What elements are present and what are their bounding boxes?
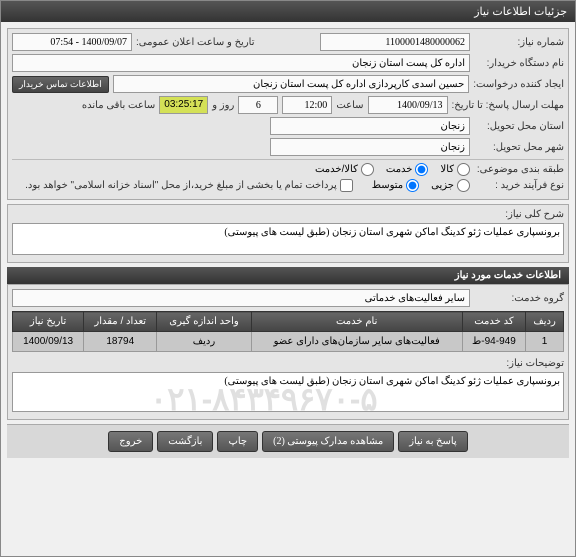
table-header-row: ردیف کد خدمت نام خدمت واحد اندازه گیری ت…	[13, 312, 564, 332]
col-date: تاریخ نیاز	[13, 312, 84, 332]
radio-khedmat[interactable]	[415, 163, 428, 176]
general-desc-label: شرح کلی نیاز:	[474, 209, 564, 220]
category-kala[interactable]: کالا	[440, 163, 470, 176]
cell-date: 1400/09/13	[13, 332, 84, 352]
table-row[interactable]: 1 94-949-ط فعالیت‌های سایر سازمان‌های دا…	[13, 332, 564, 352]
niaz-number-field	[320, 33, 470, 51]
buytype-radio-group: جزیی متوسط	[372, 179, 470, 192]
titlebar: جزئیات اطلاعات نیاز	[1, 1, 575, 22]
notes-textarea[interactable]	[12, 372, 564, 412]
col-code: کد خدمت	[462, 312, 526, 332]
col-unit: واحد اندازه گیری	[157, 312, 251, 332]
info-section: شماره نیاز: تاریخ و ساعت اعلان عمومی: نا…	[7, 28, 569, 200]
cell-row: 1	[526, 332, 564, 352]
buyer-org-field	[12, 54, 470, 72]
action-bar: پاسخ به نیاز مشاهده مدارک پیوستی (2) چاپ…	[7, 424, 569, 458]
payment-note: پرداخت تمام یا بخشی از مبلغ خرید،از محل …	[25, 180, 337, 191]
radio-jozi[interactable]	[457, 179, 470, 192]
category-label: طبقه بندی موضوعی:	[474, 164, 564, 175]
contact-info-button[interactable]: اطلاعات تماس خریدار	[12, 76, 109, 93]
category-khedmat[interactable]: خدمت	[386, 163, 429, 176]
back-button[interactable]: بازگشت	[157, 431, 213, 452]
exit-button[interactable]: خروج	[108, 431, 153, 452]
payment-checkbox-item[interactable]: پرداخت تمام یا بخشی از مبلغ خرید،از محل …	[25, 179, 353, 192]
cell-qty: 18794	[84, 332, 157, 352]
province-field	[270, 117, 470, 135]
window-title: جزئیات اطلاعات نیاز	[474, 5, 567, 18]
announce-label: تاریخ و ساعت اعلان عمومی:	[136, 37, 255, 48]
requester-field	[113, 75, 470, 93]
services-section: گروه خدمت: ردیف کد خدمت نام خدمت واحد ان…	[7, 284, 569, 420]
content-area: شماره نیاز: تاریخ و ساعت اعلان عمومی: نا…	[1, 22, 575, 464]
category-both[interactable]: کالا/خدمت	[315, 163, 374, 176]
deadline-date-field	[368, 96, 448, 114]
main-window: جزئیات اطلاعات نیاز شماره نیاز: تاریخ و …	[0, 0, 576, 557]
buytype-label: نوع فرآیند خرید :	[474, 180, 564, 191]
city-field	[270, 138, 470, 156]
payment-checkbox[interactable]	[340, 179, 353, 192]
services-header: اطلاعات خدمات مورد نیاز	[7, 267, 569, 284]
province-label: استان محل تحویل:	[474, 121, 564, 132]
general-desc-textarea[interactable]	[12, 223, 564, 255]
col-row: ردیف	[526, 312, 564, 332]
notes-label: توضیحات نیاز:	[474, 358, 564, 369]
days-field	[238, 96, 278, 114]
remaining-time: 03:25:17	[159, 96, 208, 114]
radio-both[interactable]	[361, 163, 374, 176]
buytype-motevasset[interactable]: متوسط	[372, 179, 419, 192]
cell-unit: ردیف	[157, 332, 251, 352]
days-label: روز و	[212, 100, 234, 111]
col-qty: تعداد / مقدار	[84, 312, 157, 332]
desc-section: شرح کلی نیاز:	[7, 204, 569, 263]
announce-datetime-field	[12, 33, 132, 51]
buytype-jozi[interactable]: جزیی	[431, 179, 470, 192]
radio-kala[interactable]	[457, 163, 470, 176]
cell-name: فعالیت‌های سایر سازمان‌های دارای عضو	[251, 332, 462, 352]
col-name: نام خدمت	[251, 312, 462, 332]
respond-button[interactable]: پاسخ به نیاز	[398, 431, 468, 452]
remaining-label: ساعت باقی مانده	[82, 100, 155, 111]
service-group-field	[12, 289, 470, 307]
radio-motevasset[interactable]	[406, 179, 419, 192]
print-button[interactable]: چاپ	[217, 431, 258, 452]
services-table: ردیف کد خدمت نام خدمت واحد اندازه گیری ت…	[12, 311, 564, 352]
deadline-label: مهلت ارسال پاسخ: تا تاریخ:	[452, 100, 564, 111]
deadline-time-field	[282, 96, 332, 114]
city-label: شهر محل تحویل:	[474, 142, 564, 153]
niaz-number-label: شماره نیاز:	[474, 37, 564, 48]
service-group-label: گروه خدمت:	[474, 293, 564, 304]
requester-label: ایجاد کننده درخواست:	[473, 79, 564, 90]
attachments-button[interactable]: مشاهده مدارک پیوستی (2)	[262, 431, 394, 452]
buyer-org-label: نام دستگاه خریدار:	[474, 58, 564, 69]
cell-code: 94-949-ط	[462, 332, 526, 352]
category-radio-group: کالا خدمت کالا/خدمت	[315, 163, 470, 176]
time-label: ساعت	[336, 100, 363, 111]
